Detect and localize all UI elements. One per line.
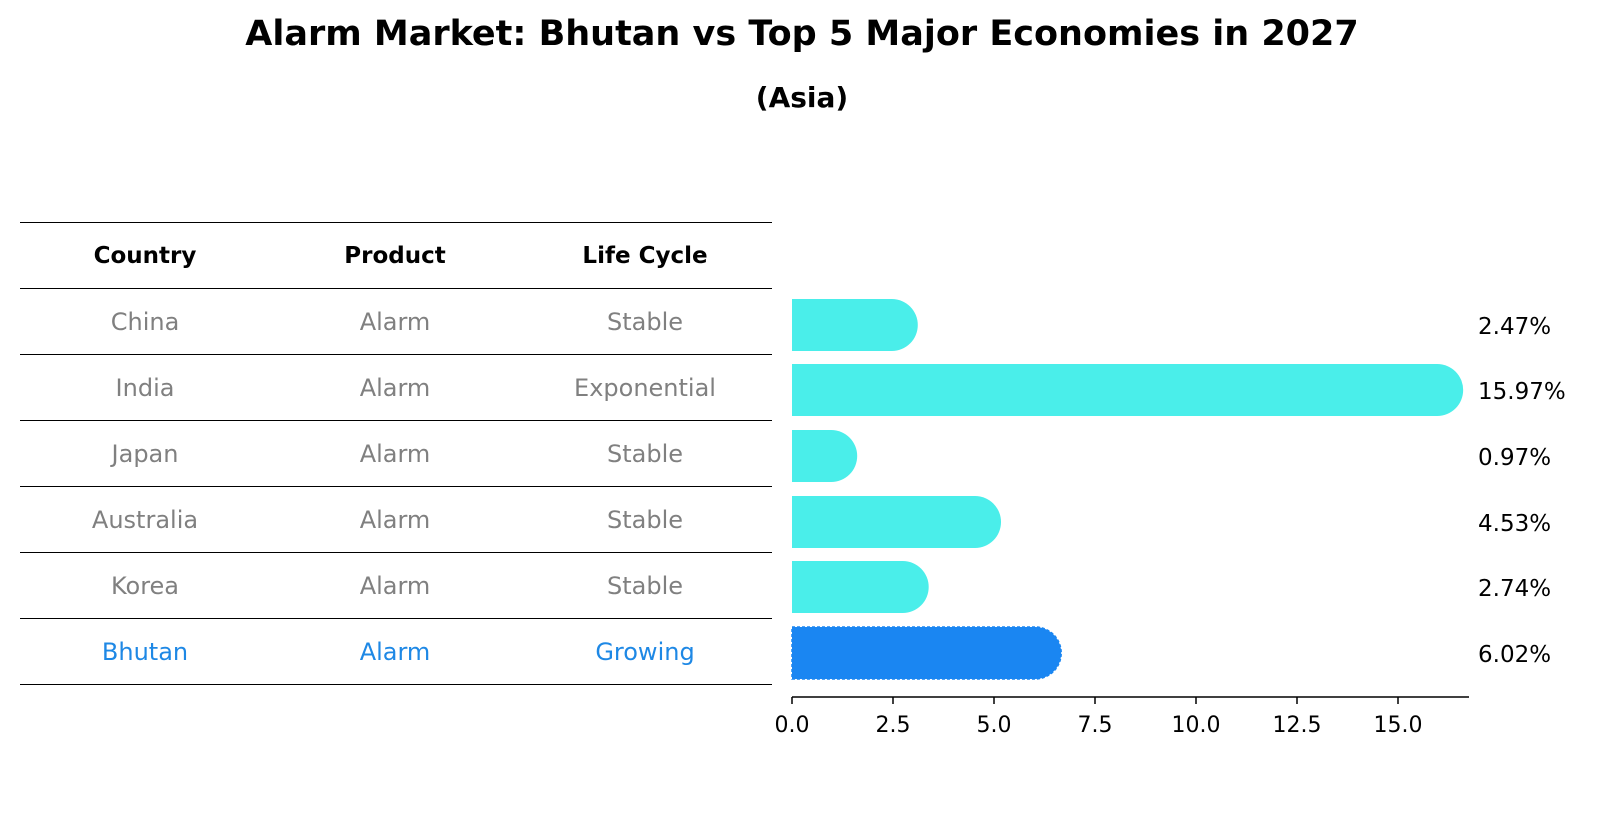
bar-india bbox=[792, 364, 1464, 416]
cell-product: Alarm bbox=[359, 637, 431, 666]
table-row: India Alarm Exponential bbox=[20, 354, 772, 420]
cell-country: Japan bbox=[111, 439, 179, 468]
bar-australia bbox=[792, 496, 1002, 548]
table-row: China Alarm Stable bbox=[20, 288, 772, 354]
cell-product: Alarm bbox=[359, 307, 431, 336]
x-tick-label: 15.0 bbox=[1374, 713, 1423, 738]
value-label-korea: 2.74% bbox=[1478, 576, 1551, 602]
value-label-bhutan: 6.02% bbox=[1478, 642, 1551, 668]
table-row: Australia Alarm Stable bbox=[20, 486, 772, 552]
table-row: Korea Alarm Stable bbox=[20, 552, 772, 618]
chart-subtitle: (Asia) bbox=[755, 81, 849, 114]
cell-country: Korea bbox=[110, 571, 180, 600]
chart-title: Alarm Market: Bhutan vs Top 5 Major Econ… bbox=[245, 14, 1359, 54]
value-label-china: 2.47% bbox=[1478, 314, 1551, 340]
x-tick-label: 7.5 bbox=[1078, 713, 1113, 738]
bar-china bbox=[792, 299, 918, 351]
table-row: Japan Alarm Stable bbox=[20, 420, 772, 486]
cell-life-cycle: Stable bbox=[606, 505, 684, 534]
x-tick-label: 0.0 bbox=[775, 713, 810, 738]
value-label-japan: 0.97% bbox=[1478, 445, 1551, 471]
value-label-australia: 4.53% bbox=[1478, 511, 1551, 537]
x-tick-label: 12.5 bbox=[1273, 713, 1322, 738]
bar-bhutan bbox=[791, 626, 1062, 680]
cell-country: China bbox=[110, 307, 180, 336]
cell-country: Bhutan bbox=[101, 637, 189, 666]
table-header-row: Country Product Life Cycle bbox=[20, 222, 772, 288]
bar-korea bbox=[792, 561, 929, 613]
header-country: Country bbox=[93, 242, 197, 269]
cell-life-cycle: Growing bbox=[595, 637, 695, 666]
value-label-india: 15.97% bbox=[1478, 379, 1566, 405]
cell-life-cycle: Stable bbox=[606, 571, 684, 600]
cell-product: Alarm bbox=[359, 571, 431, 600]
table-row-highlight: Bhutan Alarm Growing bbox=[20, 618, 772, 685]
cell-product: Alarm bbox=[359, 505, 431, 534]
x-tick-label: 10.0 bbox=[1172, 713, 1221, 738]
bar-japan bbox=[792, 430, 858, 482]
cell-life-cycle: Exponential bbox=[574, 373, 716, 402]
cell-life-cycle: Stable bbox=[606, 439, 684, 468]
cell-country: India bbox=[115, 373, 175, 402]
data-table: Country Product Life Cycle China Alarm S… bbox=[20, 222, 772, 685]
cell-life-cycle: Stable bbox=[606, 307, 684, 336]
x-tick-label: 5.0 bbox=[977, 713, 1012, 738]
header-life-cycle: Life Cycle bbox=[582, 242, 708, 269]
cell-country: Australia bbox=[91, 505, 199, 534]
x-tick-label: 2.5 bbox=[876, 713, 911, 738]
header-product: Product bbox=[344, 242, 446, 269]
cell-product: Alarm bbox=[359, 439, 431, 468]
cell-product: Alarm bbox=[359, 373, 431, 402]
